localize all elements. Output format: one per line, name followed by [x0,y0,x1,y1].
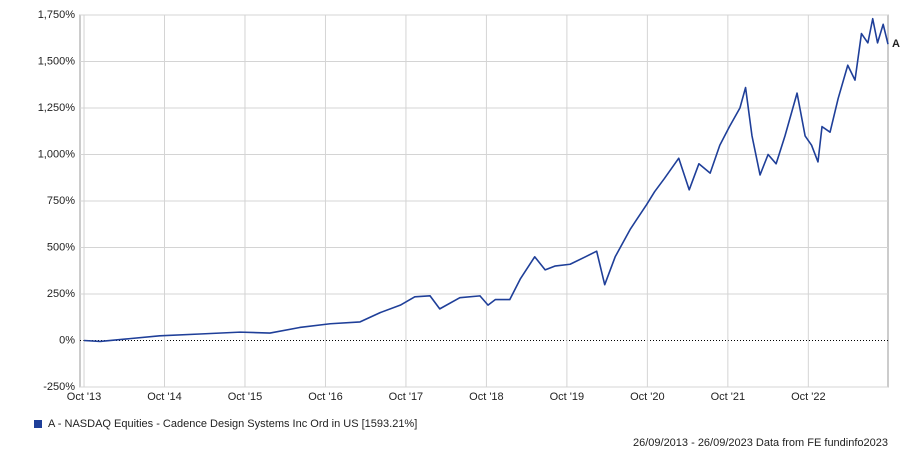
x-tick-label: Oct '15 [228,391,263,403]
x-tick-label: Oct '13 [67,391,102,403]
y-tick-label: 0% [59,334,75,346]
legend-label: A - NASDAQ Equities - Cadence Design Sys… [48,418,417,430]
x-tick-label: Oct '17 [389,391,424,403]
x-tick-label: Oct '21 [711,391,746,403]
x-tick-label: Oct '14 [147,391,182,403]
x-tick-label: Oct '19 [550,391,585,403]
legend-swatch [34,420,42,428]
y-tick-label: -250% [43,381,75,393]
series-line [83,17,889,343]
y-tick-label: 500% [47,241,75,253]
x-tick-label: Oct '18 [469,391,504,403]
x-tick-label: Oct '20 [630,391,665,403]
y-tick-label: 750% [47,195,75,207]
y-tick-label: 1,750% [38,9,76,21]
y-tick-label: 1,500% [38,55,76,67]
y-tick-label: 1,250% [38,102,76,114]
x-tick-label: Oct '22 [791,391,826,403]
x-tick-label: Oct '16 [308,391,343,403]
end-label: A [892,38,900,50]
y-tick-label: 250% [47,288,75,300]
y-tick-label: 1,000% [38,148,76,160]
footer: 26/09/2013 - 26/09/2023 Data from FE fun… [633,437,888,449]
